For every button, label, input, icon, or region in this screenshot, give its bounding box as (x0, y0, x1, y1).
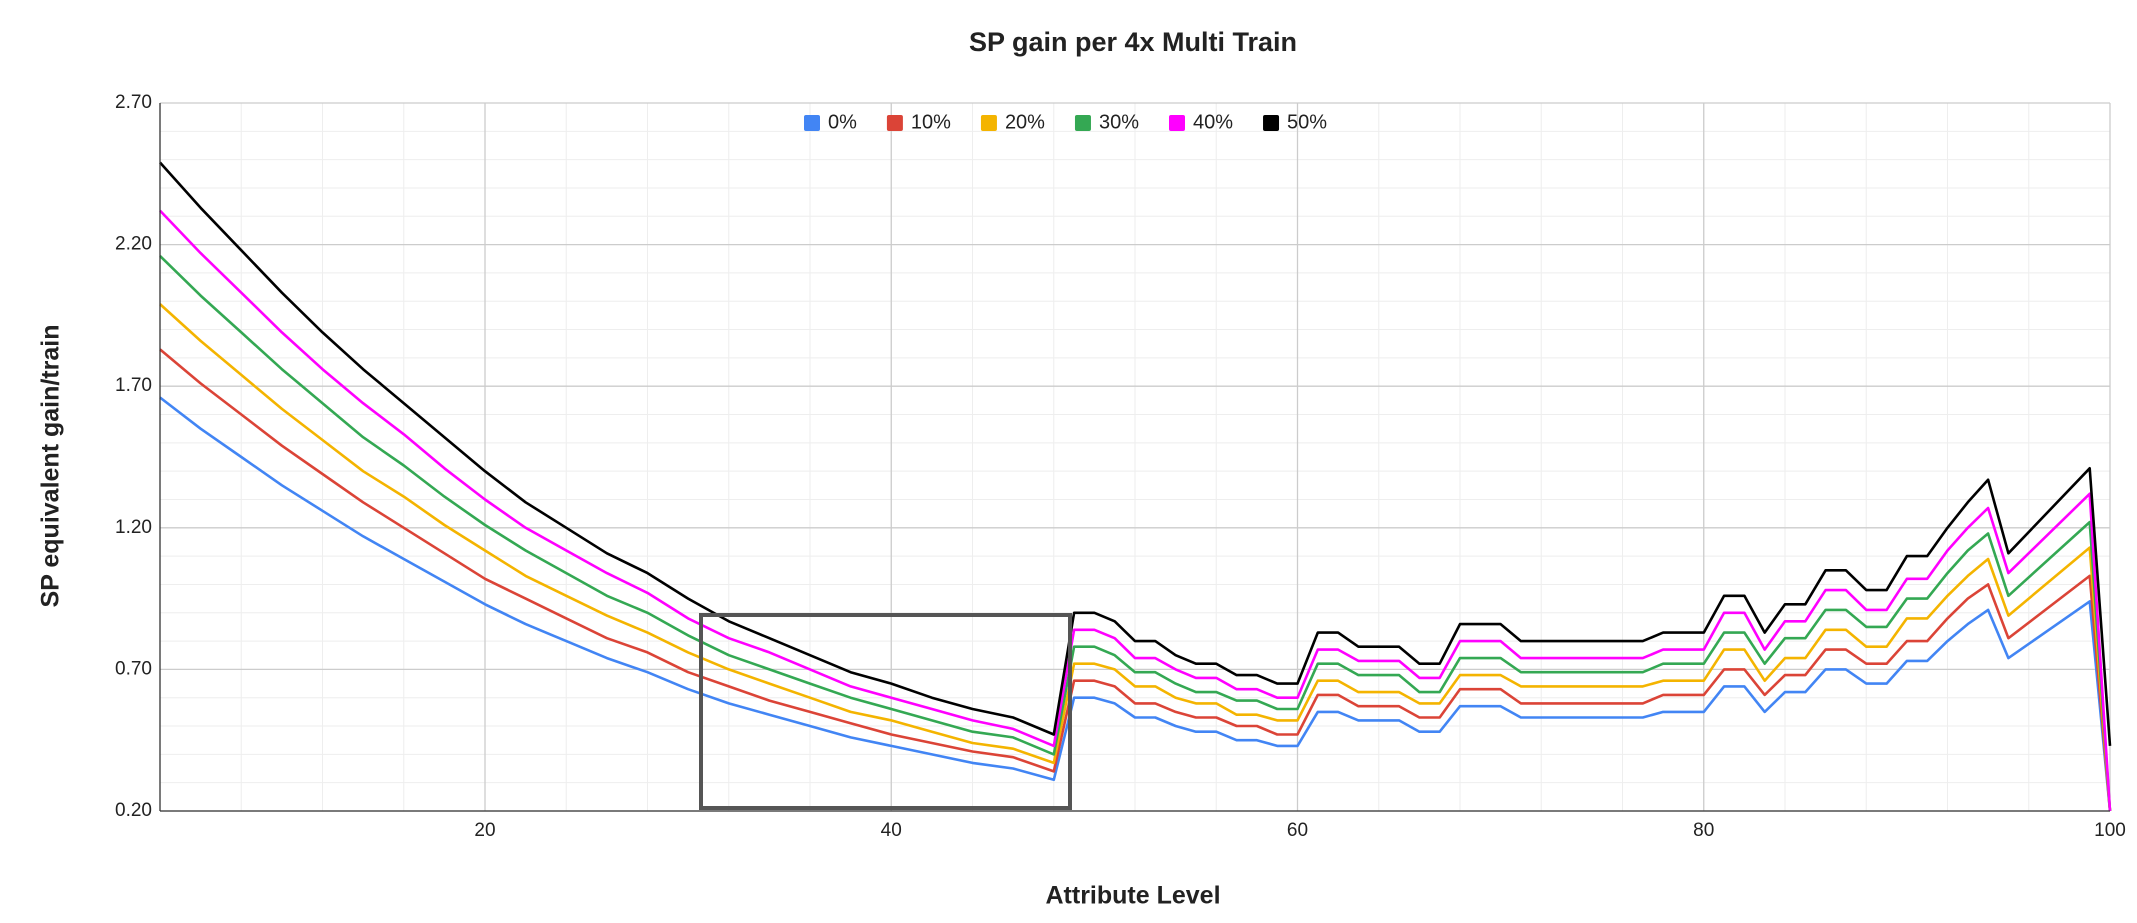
x-tick-label: 20 (474, 820, 495, 841)
y-tick-label: 1.70 (115, 375, 152, 396)
x-tick-label: 80 (1693, 820, 1714, 841)
x-tick-label: 100 (2094, 820, 2126, 841)
legend-label: 10% (911, 111, 951, 133)
x-tick-label: 40 (881, 820, 902, 841)
y-tick-label: 0.70 (115, 658, 152, 679)
legend-label: 20% (1005, 111, 1045, 133)
legend-swatch (1169, 115, 1185, 131)
legend-swatch (886, 115, 903, 131)
lines (159, 161, 2112, 812)
x-tick-label: 60 (1287, 820, 1308, 841)
chart-title: SP gain per 4x Multi Train (969, 27, 1297, 57)
y-axis-label: SP equivalent gain/train (37, 325, 65, 608)
series-line (159, 161, 2112, 746)
series-line (159, 254, 2112, 812)
y-tick-label: 2.70 (115, 92, 152, 113)
legend-swatch (1074, 115, 1091, 131)
x-axis-label: Attribute Level (1045, 882, 1220, 910)
series-line (159, 396, 2112, 812)
highlight-box (699, 613, 1072, 810)
series-line (159, 209, 2112, 812)
legend-swatch (980, 115, 997, 131)
legend-swatch (1263, 115, 1280, 131)
legend-label: 30% (1099, 111, 1139, 133)
legend-swatch (804, 115, 820, 131)
series-line (159, 303, 2112, 812)
series-line (159, 348, 2112, 812)
y-tick-label: 2.20 (115, 234, 152, 255)
y-tick-label: 0.20 (115, 800, 152, 821)
legend-label: 0% (828, 111, 857, 133)
y-tick-label: 1.20 (115, 517, 152, 538)
legend-label: 50% (1287, 111, 1327, 133)
legend-label: 40% (1193, 111, 1233, 133)
